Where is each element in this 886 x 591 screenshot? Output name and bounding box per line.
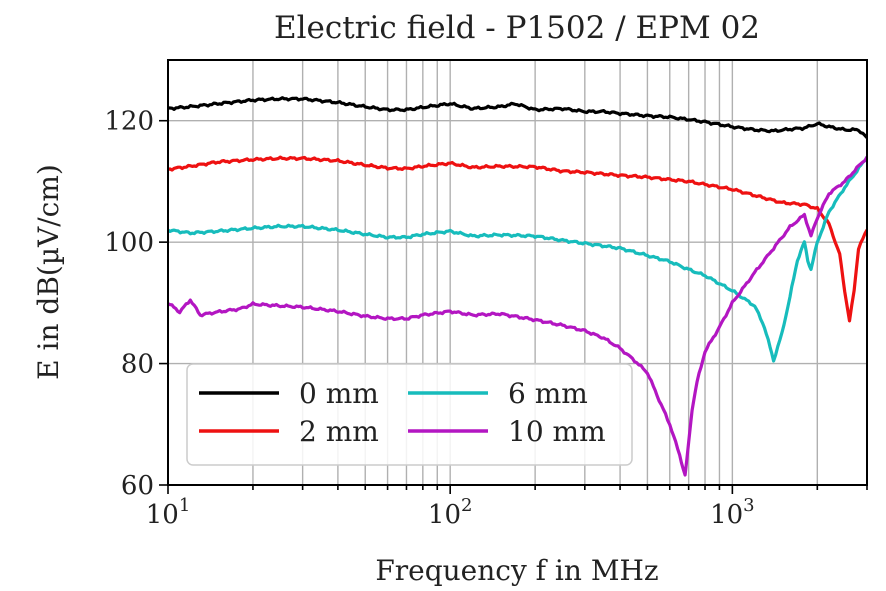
legend: 0 mm 2 mm 6 mm 10 mm [186,363,633,466]
series-line-6-mm [168,155,867,363]
legend-label: 6 mm [508,377,588,410]
y-tick-label: 60 [121,471,154,501]
legend-label: 2 mm [299,415,379,448]
series-line-2-mm [168,155,867,323]
legend-label: 0 mm [299,377,379,410]
legend-box [186,363,633,466]
series-line-0-mm [168,96,867,140]
series-line-10-mm [168,155,867,477]
y-tick-label: 80 [121,350,154,380]
y-axis-label: E in dB(µV/cm) [32,164,65,380]
chart-title: Electric field - P1502 / EPM 02 [274,10,760,46]
x-axis-label: Frequency f in MHz [375,554,658,587]
y-tick-label: 100 [104,228,154,258]
plot-frame [167,59,868,486]
y-tick-label: 120 [104,107,154,137]
x-tick-label: 102 [428,495,473,530]
x-tick-label: 101 [146,495,191,530]
x-tick-label: 103 [710,495,755,530]
ticks: 60 80 100 120 101 102 103 [104,107,868,530]
legend-label: 10 mm [508,415,606,448]
series-layer [168,96,867,477]
